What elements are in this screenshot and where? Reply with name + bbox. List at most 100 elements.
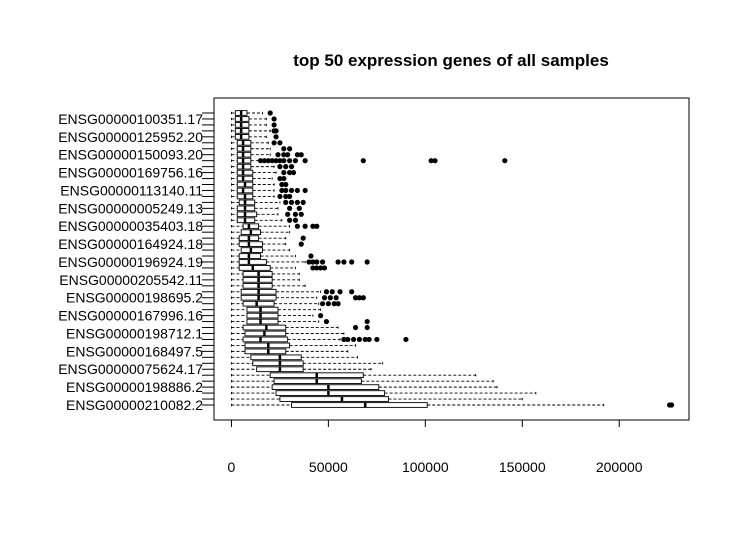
outlier-point — [428, 158, 434, 164]
outlier-point — [314, 265, 320, 271]
outlier-point — [288, 164, 295, 170]
box-36 — [230, 193, 293, 200]
outlier-point — [283, 187, 289, 194]
outlier-point — [285, 211, 291, 217]
box-iqr — [279, 396, 389, 402]
outlier-point — [294, 187, 300, 194]
outlier-point — [366, 336, 372, 343]
outlier-point — [318, 265, 324, 271]
box-33 — [230, 211, 304, 218]
outlier-point — [335, 259, 341, 265]
box-iqr — [252, 360, 304, 367]
outlier-point — [271, 122, 277, 128]
outlier-point — [271, 140, 277, 146]
outlier-point — [335, 301, 341, 307]
outlier-point — [277, 158, 283, 164]
outlier-point — [287, 169, 293, 176]
box-19 — [230, 294, 366, 301]
outlier-point — [269, 158, 275, 164]
y-tick-label: ENSG00000198695.2 — [66, 290, 203, 306]
outlier-point — [279, 181, 285, 188]
box-38 — [230, 181, 289, 188]
y-tick-label: ENSG00000167996.16 — [58, 308, 203, 324]
outlier-point — [257, 158, 264, 164]
outlier-point — [298, 211, 304, 217]
outlier-point — [331, 301, 337, 307]
box-24 — [230, 265, 328, 271]
outlier-point — [279, 187, 285, 194]
y-tick-label: ENSG00000205542.11 — [59, 272, 203, 288]
outlier-point — [306, 259, 312, 265]
box-17 — [230, 306, 322, 313]
box-27 — [230, 247, 291, 253]
y-tick-label: ENSG00000198712.1 — [66, 325, 203, 341]
x-tick-label: 50000 — [309, 459, 348, 475]
outlier-point — [283, 181, 289, 188]
box-45 — [230, 139, 283, 146]
outlier-point — [364, 259, 370, 265]
box-41 — [230, 163, 295, 170]
outlier-point — [281, 158, 287, 164]
outlier-point — [287, 217, 293, 223]
outlier-point — [292, 211, 299, 217]
box-26 — [230, 253, 314, 259]
outlier-point — [287, 205, 293, 211]
box-15 — [230, 318, 370, 325]
outlier-point — [283, 164, 289, 170]
outlier-point — [265, 158, 271, 164]
box-39 — [230, 175, 287, 182]
box-11 — [230, 342, 356, 349]
box-3 — [230, 390, 537, 396]
box-37 — [230, 187, 308, 194]
outlier-point — [325, 301, 331, 307]
outlier-point — [300, 199, 306, 205]
box-20 — [230, 288, 355, 295]
outlier-point — [294, 152, 300, 158]
outlier-point — [345, 336, 351, 343]
x-tick-label: 200000 — [596, 459, 643, 475]
y-tick-label: ENSG00000196924.19 — [58, 254, 203, 270]
box-iqr — [238, 259, 267, 265]
outlier-point — [310, 223, 316, 229]
outlier-point — [323, 289, 330, 295]
box-5 — [230, 378, 494, 384]
outlier-point — [337, 289, 343, 295]
box-8 — [230, 360, 384, 367]
y-axis: ENSG00000210082.2 ENSG00000198886.2 ENSG00… — [58, 111, 214, 413]
outlier-point — [281, 175, 287, 182]
box-iqr — [246, 306, 279, 313]
outlier-point — [294, 199, 300, 205]
outlier-point — [403, 336, 409, 343]
box-iqr — [242, 223, 260, 230]
box-22 — [230, 277, 300, 283]
y-tick-label: ENSG00000100351.17 — [58, 111, 203, 127]
outlier-point — [298, 241, 304, 247]
box-iqr — [250, 354, 302, 361]
outlier-point — [287, 193, 293, 200]
outlier-point — [321, 295, 328, 301]
outlier-point — [364, 324, 370, 331]
outlier-point — [341, 336, 347, 343]
box-13 — [230, 330, 345, 337]
outlier-point — [281, 169, 287, 176]
outlier-point — [341, 259, 347, 265]
box-iqr — [242, 336, 289, 343]
outlier-point — [502, 158, 508, 164]
outlier-point — [349, 289, 355, 295]
outlier-point — [302, 187, 308, 194]
box-25 — [230, 259, 370, 265]
box-47 — [230, 128, 279, 134]
outlier-point — [319, 259, 326, 265]
outlier-point — [329, 289, 335, 295]
outlier-point — [267, 110, 273, 116]
outlier-point — [277, 193, 283, 200]
box-iqr — [238, 265, 271, 271]
y-tick-label: ENSG00000169756.16 — [58, 165, 203, 181]
outlier-point — [321, 265, 328, 271]
outlier-point — [308, 253, 314, 259]
box-42 — [230, 157, 508, 164]
outlier-point — [360, 295, 366, 301]
outlier-point — [327, 295, 333, 301]
box-iqr — [246, 318, 279, 325]
outlier-point — [333, 295, 339, 301]
